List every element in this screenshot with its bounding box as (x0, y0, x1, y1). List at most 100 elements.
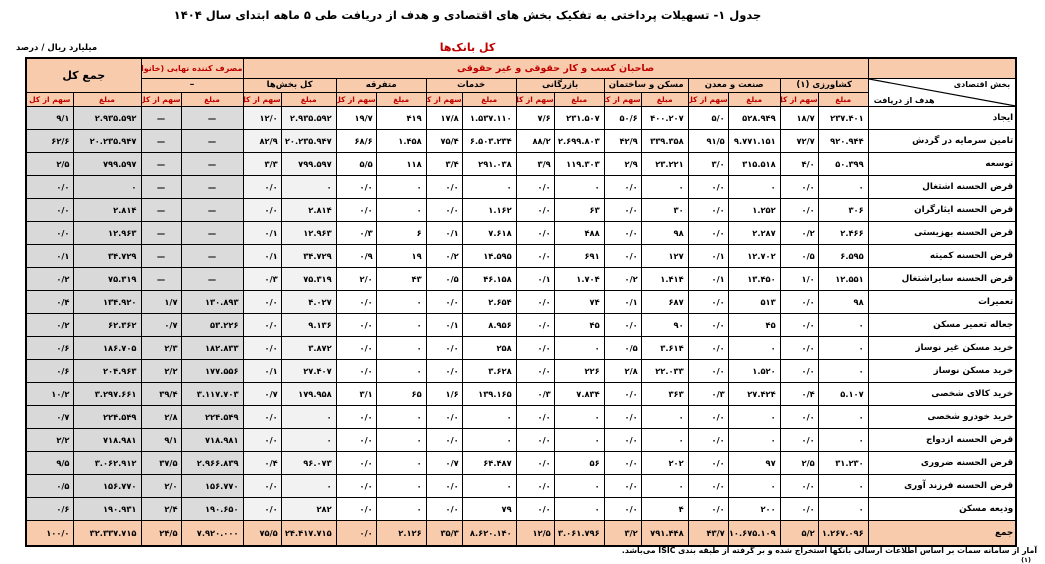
share-cell: ۰/۲ (779, 220, 819, 245)
share-cell: ۰/۰ (242, 427, 282, 452)
group-header-commerce: بازرگانی (515, 77, 605, 93)
amount-cell: ۳.۰۶۲.۹۱۲ (72, 450, 142, 475)
share-cell: ۰/۰ (425, 473, 463, 498)
share-cell: ۳۷/۵ (140, 450, 182, 475)
share-cell: ۰/۰ (515, 312, 555, 337)
diagonal-corner-cell: بخش اقتصادی هدف از دریافت (867, 77, 1017, 107)
share-cell: ۲۴/۵ (140, 519, 182, 547)
amount-cell: ۲.۲۸۷ (727, 220, 781, 245)
share-cell: ۰/۳ (335, 220, 377, 245)
share-cell: ۰/۰ (515, 335, 555, 360)
share-cell: ۰/۰ (335, 473, 377, 498)
amount-cell: ۷۱۸.۹۸۱ (180, 427, 244, 452)
amount-cell: ۰ (640, 404, 689, 429)
amount-cell: ۷.۸۳۴ (553, 381, 605, 406)
amount-cell: ۰ (280, 473, 337, 498)
row-label: قرض الحسنه فرزند آوری (867, 473, 1017, 498)
amount-cell: ۱.۴۱۴ (640, 266, 689, 291)
share-cell: ۰/۶ (25, 335, 74, 360)
share-cell: ۰/۰ (515, 450, 555, 475)
share-cell: ۴/۰ (779, 151, 819, 176)
amount-cell: ۰ (817, 427, 869, 452)
amount-cell: ۶.۵۰۳.۲۳۴ (461, 128, 517, 153)
business-owners-banner: صاحبان کسب و کار حقوقی و غیر حقوقی (242, 57, 869, 79)
group-header-miscellaneous: متفرقه (335, 77, 427, 93)
amount-cell: ۰ (375, 404, 427, 429)
share-cell: ۰/۵ (25, 473, 74, 498)
row-label: ایجاد (867, 105, 1017, 130)
amount-cell: ۰ (375, 358, 427, 383)
amount-cell: ۰ (461, 427, 517, 452)
amount-cell: ۱۳۴.۹۲۰ (72, 289, 142, 314)
share-cell: ۱۲/۵ (515, 519, 555, 547)
household-consumer-header: مصرف کننده نهایی (خانوار) (140, 57, 244, 79)
amount-cell: ۰ (375, 174, 427, 199)
share-cell: ۰/۹ (335, 243, 377, 268)
share-cell: ۰/۰ (335, 335, 377, 360)
amount-header: مبلغ (727, 91, 781, 107)
amount-cell: ۰ (461, 473, 517, 498)
share-cell: ۰/۰ (603, 220, 642, 245)
row-label: تامین سرمایه در گردش (867, 128, 1017, 153)
share-cell: ۹/۱ (25, 105, 74, 130)
share-cell: ۳/۴ (425, 151, 463, 176)
row-label: خرید کالای شخصی (867, 381, 1017, 406)
amount-cell: ۱۵۶.۷۷۰ (72, 473, 142, 498)
share-cell: ۰/۰ (687, 450, 729, 475)
share-cell: ۰/۰ (425, 427, 463, 452)
share-cell: ۰/۰ (687, 289, 729, 314)
share-cell: ۰/۱ (25, 243, 74, 268)
group-header-industry-mining: صنعت و معدن (687, 77, 781, 93)
share-cell: ۰/۰ (242, 197, 282, 222)
amount-cell: ۱۳.۴۵۰ (727, 266, 781, 291)
amount-cell: ۰ (553, 473, 605, 498)
row-label: قرض الحسنه ایثارگران (867, 197, 1017, 222)
page-title: جدول ۱- تسهیلات پرداختی به تفکیک بخش های… (173, 8, 762, 22)
share-cell: ۰/۱ (242, 358, 282, 383)
share-cell: ۰/۰ (603, 404, 642, 429)
table-row: ایجاد ۲۳۷.۴۰۱ ۱۸/۷ ۵۲۸.۹۴۹ ۵/۰ ۴۰۰.۲۰۷ ۵۰/۶ ۲۳۱… (25, 105, 1017, 130)
amount-cell: ۳۲.۳۳۷.۷۱۵ (72, 519, 142, 547)
share-cell: ۰/۰ (687, 312, 729, 337)
amount-cell: ۲.۹۳۵.۵۹۲ (280, 105, 337, 130)
share-cell: ۷۵/۵ (242, 519, 282, 547)
amount-cell: ۲۷.۴۰۷ (280, 358, 337, 383)
share-header: سهم از کل (425, 91, 463, 107)
share-cell: ۰/۰ (779, 473, 819, 498)
table-row: خرید خودرو شخصی ۰ ۰/۰ ۰ ۰/۰ ۰ ۰/۰ ۰ ۰/۰ ۰ ۰/۰ ۰ ۰/۰ ۰… (25, 404, 1017, 429)
share-cell: ۱۲/۰ (242, 105, 282, 130)
share-cell: ۰/۷ (140, 312, 182, 337)
amount-cell: ۰ (280, 404, 337, 429)
table-row: تعمیرات ۹۸ ۰/۰ ۵۱۳ ۰/۰ ۶۸۷ ۰/۱ ۷۴ ۰/۰ ۲.۶۵۴ ۰/۰ ۰ ۰/… (25, 289, 1017, 314)
purpose-axis-label: هدف از دریافت (873, 95, 935, 105)
share-cell: ۰/۰ (515, 289, 555, 314)
share-cell: ۵/۵ (335, 151, 377, 176)
amount-cell: ۱۲۷ (640, 243, 689, 268)
amount-cell: ۳۱۵.۵۱۸ (727, 151, 781, 176)
amount-cell: ۲۴.۴۱۷.۷۱۵ (280, 519, 337, 547)
share-cell: ۰/۰ (603, 496, 642, 521)
share-cell: ۰/۱ (603, 289, 642, 314)
amount-cell: ۱۳۰.۸۹۳ (180, 289, 244, 314)
amount-header: مبلغ (180, 91, 244, 107)
share-cell: ۰/۰ (515, 404, 555, 429)
share-cell: ۰/۰ (687, 496, 729, 521)
table-row: خرید مسکن غیر نوساز ۰ ۰/۰ ۰ ۰/۰ ۳.۶۱۴ ۰/۵ ۰ ۰/۰ ۲… (25, 335, 1017, 360)
amount-cell: ۱۹ (375, 243, 427, 268)
share-cell: ۳/۳ (242, 151, 282, 176)
share-cell: ۰/۰ (515, 197, 555, 222)
share-cell: ۰/۰ (779, 174, 819, 199)
amount-cell: ۹۲۰.۹۴۴ (817, 128, 869, 153)
share-cell: — (140, 151, 182, 176)
amount-cell: ۱۲.۷۰۲ (727, 243, 781, 268)
row-label: ودیعه مسکن (867, 496, 1017, 521)
amount-cell: ۳.۱۱۷.۷۰۳ (180, 381, 244, 406)
diagonal-line (869, 79, 1016, 106)
row-label: قرض الحسنه بهزیستی (867, 220, 1017, 245)
amount-cell: ۲۰۰ (727, 496, 781, 521)
share-cell: ۰/۴ (242, 450, 282, 475)
amount-cell: — (180, 174, 244, 199)
amount-cell: ۳۴.۷۲۹ (72, 243, 142, 268)
amount-cell: ۲.۹۳۵.۵۹۲ (72, 105, 142, 130)
share-cell: ۰/۰ (603, 197, 642, 222)
